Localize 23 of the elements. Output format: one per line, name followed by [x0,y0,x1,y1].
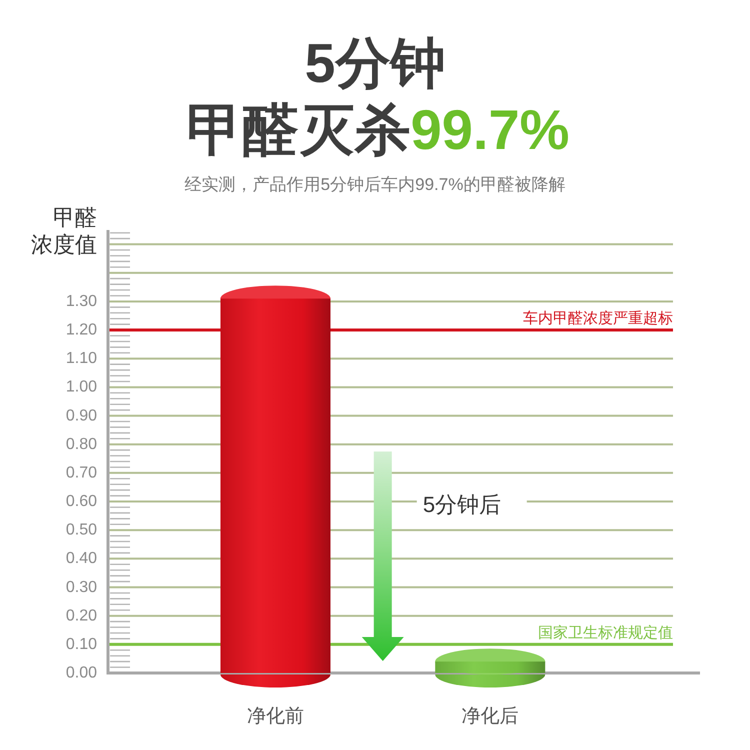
chart-subtitle: 甲醛灭杀99.7% [186,98,570,161]
y-tick-label: 1.00 [66,378,98,396]
y-tick-label: 0.90 [66,407,98,424]
y-tick-label: 1.10 [66,350,98,368]
chart-title: 5分钟 [304,32,446,94]
y-tick-label: 0.60 [66,493,98,510]
text: 经实测，产品作用5分钟后车内99.7%的甲醛被降解 [184,175,566,194]
y-tick-label: 0.10 [66,636,98,653]
y-tick-label: 0.40 [66,550,98,568]
y-tick-label: 1.20 [66,322,98,339]
y-tick-label: 1.30 [66,292,98,310]
y-tick-label: 0.00 [66,664,98,682]
y-tick-label: 0.30 [66,578,98,596]
annotation: 5分钟后 [422,492,502,518]
ref-line-label: 国家卫生标准规定值 [538,624,673,642]
y-tick-label: 0.80 [66,436,98,453]
y-tick-label: 0.20 [66,607,98,624]
y-axis-title: 甲醛浓度值 [31,205,97,257]
ref-line-label: 车内甲醛浓度严重超标 [523,310,673,328]
x-tick-label: 净化后 [462,706,519,727]
y-tick-label: 0.70 [66,464,98,482]
y-tick-label: 0.50 [66,522,98,539]
x-tick-label: 净化前 [246,706,304,727]
